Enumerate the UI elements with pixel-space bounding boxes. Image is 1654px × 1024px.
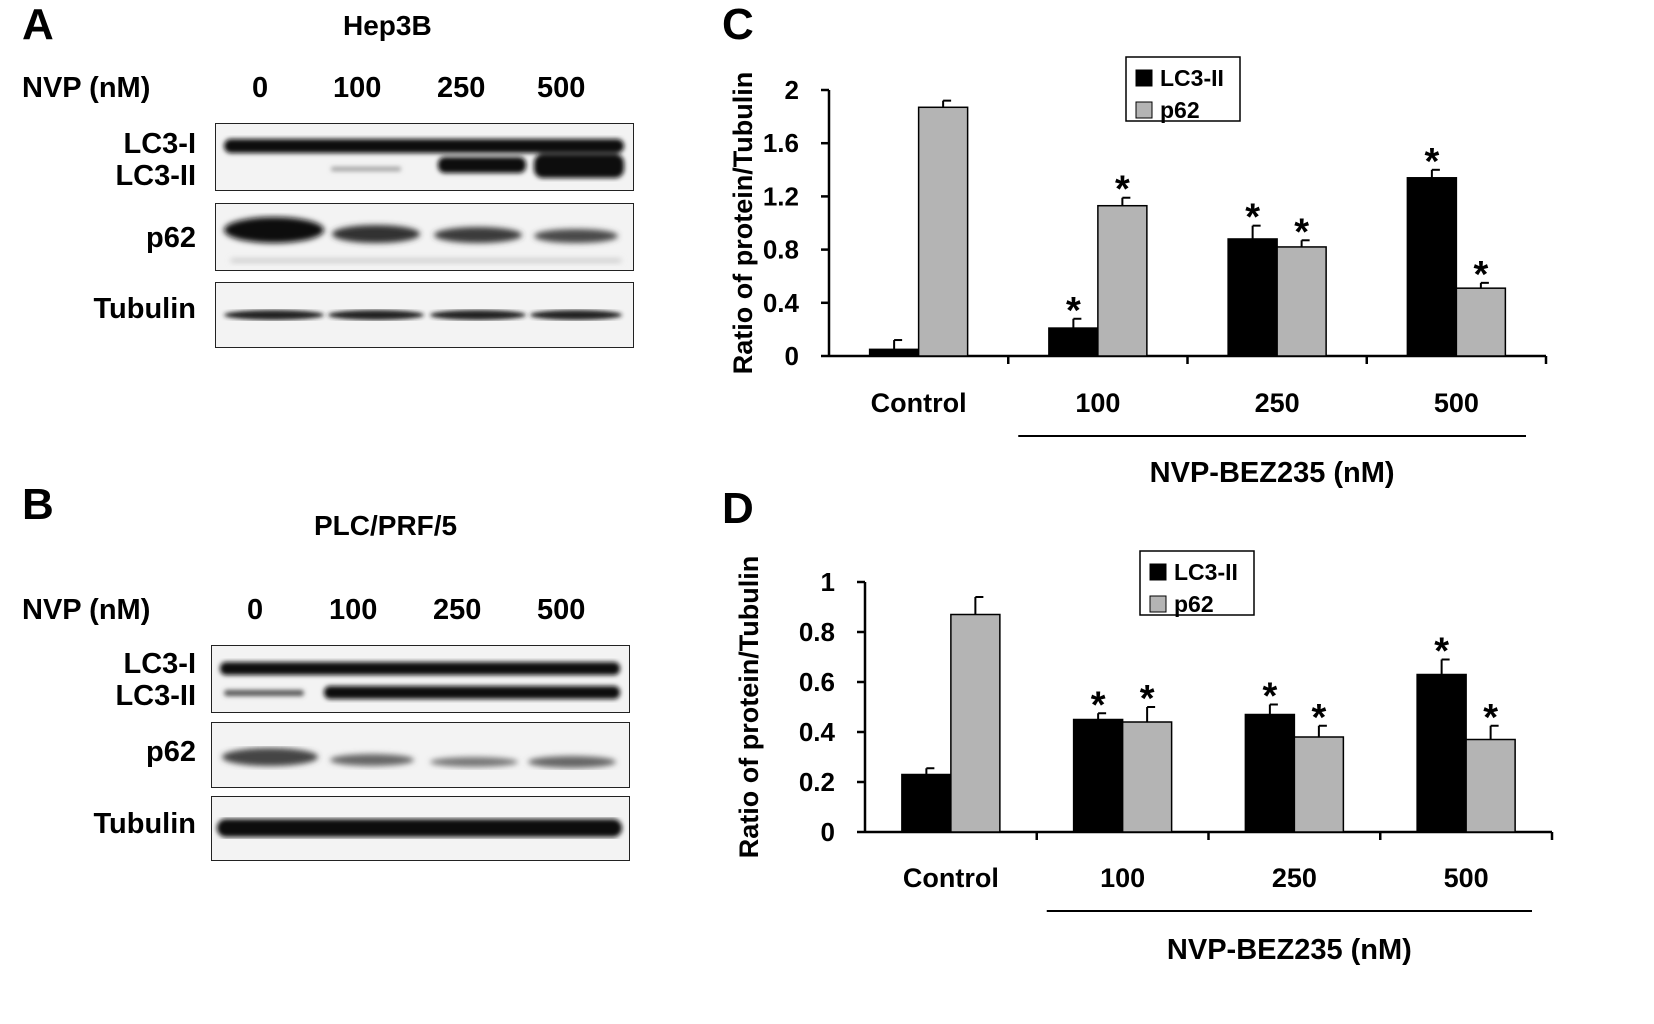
legend-swatch [1149,563,1167,581]
panel-b-blot-p62 [211,722,630,788]
x-axis-label: NVP-BEZ235 (nM) [1150,457,1395,489]
significance-star: * [1424,141,1439,183]
panel-a-row-header: NVP (nM) [22,72,151,104]
panel-c-letter: C [722,0,754,49]
panel-a-label-tubulin: Tubulin [93,293,196,325]
significance-star: * [1473,254,1488,296]
bar [1121,721,1173,833]
panel-d-letter: D [722,484,754,533]
panel-b-label-lc3i: LC3-I [123,648,197,680]
y-tick-label: 0 [785,341,799,371]
panel-b-lane-0: 0 [247,594,264,626]
significance-star: * [1294,211,1309,253]
panel-a-label-lc3ii: LC3-II [115,160,196,192]
panel-b-blot-lc3 [211,645,630,713]
legend-swatch [1135,69,1153,87]
bar [901,773,952,833]
legend-label: p62 [1174,591,1214,617]
panel-a-label-p62: p62 [146,222,196,254]
panel-a-label-lc3i: LC3-I [123,128,197,160]
legend-label: p62 [1160,97,1200,123]
bar [868,348,920,357]
significance-star: * [1262,676,1277,718]
bar [917,106,969,357]
y-axis-label: Ratio of protein/Tubulin [734,556,764,858]
panel-a-title: Hep3B [343,10,432,41]
panel-a-blot-tubulin [215,282,634,348]
panel-a-lane-100: 100 [333,72,382,104]
panel-a-lane-500: 500 [537,72,586,104]
y-tick-label: 0.4 [799,717,836,747]
legend-label: LC3-II [1174,559,1238,585]
bar [1465,738,1516,833]
panel-b-label-p62: p62 [146,736,196,768]
bar [1455,287,1507,357]
bar [950,613,1001,833]
significance-star: * [1434,631,1449,673]
y-tick-label: 0.4 [763,288,800,318]
y-tick-label: 1.2 [763,181,799,211]
bar [1276,246,1327,357]
significance-star: * [1483,697,1498,739]
bar [1293,736,1345,833]
y-tick-label: 0 [821,817,835,847]
bar [1048,327,1099,357]
panel-b-label-lc3ii: LC3-II [115,680,196,712]
significance-star: * [1245,197,1260,239]
panel-b-row-header: NVP (nM) [22,594,151,626]
bar [1406,177,1458,357]
x-tick-label: 100 [1100,863,1145,893]
x-tick-label: Control [871,388,967,418]
x-tick-label: 250 [1255,388,1300,418]
bar [1227,238,1278,357]
chart-c: 0 0.4 0.8 1.2 1.6 2 Ratio of protein/Tubulin Co… [728,56,1548,489]
bar [1244,713,1296,833]
panel-a-lane-0: 0 [252,72,269,104]
y-tick-label: 0.8 [799,617,835,647]
legend-label: LC3-II [1160,65,1224,91]
significance-star: * [1311,697,1326,739]
y-axis-label: Ratio of protein/Tubulin [728,72,758,374]
legend-swatch [1135,101,1153,119]
significance-star: * [1091,684,1106,726]
panel-b-lane-100: 100 [329,594,378,626]
x-tick-label: 100 [1075,388,1120,418]
panel-a-blot-lc3 [215,123,634,191]
y-tick-label: 2 [785,75,799,105]
y-tick-label: 1.6 [763,128,799,158]
panel-b-letter: B [22,480,54,529]
panel-a-blot-p62 [215,203,634,271]
x-tick-label: Control [903,863,999,893]
panel-a-letter: A [22,0,54,49]
x-axis-label: NVP-BEZ235 (nM) [1167,934,1412,966]
panel-b-label-tubulin: Tubulin [93,808,196,840]
panel-b-lane-500: 500 [537,594,586,626]
chart-d: 0 0.2 0.4 0.6 0.8 1 Ratio of protein/Tubulin Co… [734,550,1554,966]
x-tick-label: 500 [1444,863,1489,893]
panel-b-lane-250: 250 [433,594,482,626]
bar [1072,718,1124,833]
significance-star: * [1115,169,1130,211]
y-tick-label: 1 [821,567,835,597]
y-tick-label: 0.2 [799,767,835,797]
x-tick-label: 500 [1434,388,1479,418]
panel-b-blot-tubulin [211,796,630,861]
bar [1416,673,1467,833]
x-tick-label: 250 [1272,863,1317,893]
panel-b-title: PLC/PRF/5 [314,510,458,541]
legend-swatch [1149,595,1167,613]
significance-star: * [1066,290,1081,332]
y-tick-label: 0.8 [763,235,799,265]
significance-star: * [1140,678,1155,720]
panel-a-lane-250: 250 [437,72,486,104]
y-tick-label: 0.6 [799,667,835,697]
bar [1097,204,1148,357]
